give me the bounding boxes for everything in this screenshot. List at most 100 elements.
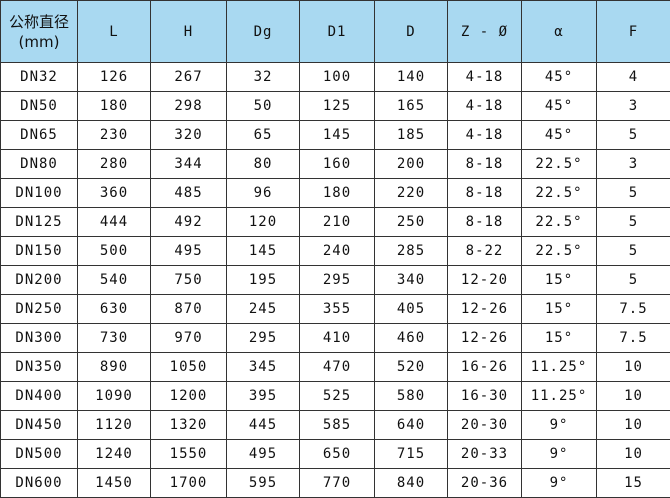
table-cell: 126 [78,63,151,92]
table-cell: 9° [522,469,597,498]
header-alpha: α [522,1,597,63]
table-cell: 10 [597,440,670,469]
table-cell: 295 [227,324,300,353]
table-cell: 210 [300,208,375,237]
table-cell: 267 [151,63,227,92]
header-D1: D1 [300,1,375,63]
table-cell: 50 [227,92,300,121]
table-cell: 32 [227,63,300,92]
table-cell: 11.25° [522,353,597,382]
table-cell: 870 [151,295,227,324]
table-cell: DN500 [1,440,78,469]
table-cell: DN100 [1,179,78,208]
table-cell: 340 [375,266,448,295]
table-cell: 20-36 [448,469,522,498]
table-cell: 520 [375,353,448,382]
table-cell: DN450 [1,411,78,440]
header-D: D [375,1,448,63]
table-cell: 8-18 [448,179,522,208]
table-cell: 45° [522,92,597,121]
table-cell: DN400 [1,382,78,411]
table-cell: 100 [300,63,375,92]
table-cell: 280 [78,150,151,179]
table-cell: 5 [597,237,670,266]
table-cell: 15 [597,469,670,498]
table-cell: 1120 [78,411,151,440]
table-cell: 4 [597,63,670,92]
table-cell: 485 [151,179,227,208]
table-cell: 770 [300,469,375,498]
header-unit: (mm) [1,32,77,52]
table-cell: 200 [375,150,448,179]
table-cell: 250 [375,208,448,237]
table-cell: 125 [300,92,375,121]
table-cell: 4-18 [448,121,522,150]
table-cell: 16-30 [448,382,522,411]
table-cell: DN200 [1,266,78,295]
table-cell: 20-30 [448,411,522,440]
table-cell: 245 [227,295,300,324]
table-cell: DN250 [1,295,78,324]
table-cell: 8-18 [448,208,522,237]
table-cell: 890 [78,353,151,382]
table-cell: 45° [522,121,597,150]
table-cell: 8-18 [448,150,522,179]
table-cell: 715 [375,440,448,469]
table-cell: 405 [375,295,448,324]
header-F: F [597,1,670,63]
table-cell: 295 [300,266,375,295]
table-cell: 5 [597,266,670,295]
table-cell: DN350 [1,353,78,382]
table-cell: DN600 [1,469,78,498]
table-cell: 3 [597,92,670,121]
table-cell: 160 [300,150,375,179]
table-cell: 1700 [151,469,227,498]
table-cell: 12-26 [448,295,522,324]
table-cell: 240 [300,237,375,266]
table-cell: 970 [151,324,227,353]
table-cell: 8-22 [448,237,522,266]
table-cell: 10 [597,382,670,411]
header-Dg: Dg [227,1,300,63]
table-cell: 470 [300,353,375,382]
table-cell: DN32 [1,63,78,92]
table-cell: 7.5 [597,295,670,324]
table-cell: 630 [78,295,151,324]
table-cell: 840 [375,469,448,498]
table-cell: 344 [151,150,227,179]
table-cell: 195 [227,266,300,295]
table-cell: 22.5° [522,208,597,237]
table-cell: 165 [375,92,448,121]
table-cell: 1240 [78,440,151,469]
table-cell: 580 [375,382,448,411]
table-cell: DN80 [1,150,78,179]
table-cell: 540 [78,266,151,295]
table-cell: DN125 [1,208,78,237]
table-cell: 12-20 [448,266,522,295]
table-cell: 22.5° [522,150,597,179]
table-cell: 410 [300,324,375,353]
table-cell: 9° [522,440,597,469]
table-cell: 495 [227,440,300,469]
table-cell: 9° [522,411,597,440]
table-cell: 1090 [78,382,151,411]
table-cell: 500 [78,237,151,266]
table-cell: 80 [227,150,300,179]
table-cell: 360 [78,179,151,208]
table-cell: 320 [151,121,227,150]
table-cell: 1050 [151,353,227,382]
table-cell: 4-18 [448,92,522,121]
header-L: L [78,1,151,63]
table-cell: 4-18 [448,63,522,92]
table-cell: 730 [78,324,151,353]
